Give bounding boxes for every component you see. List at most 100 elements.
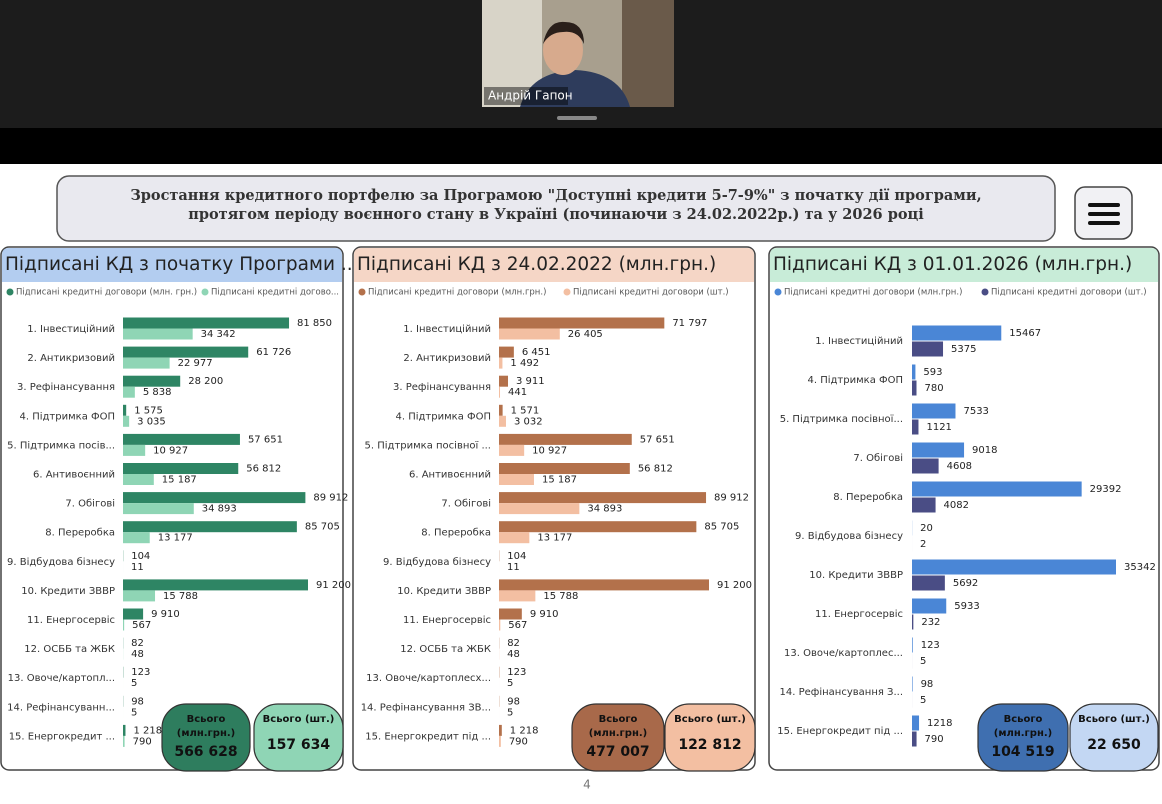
total-value: 566 628: [174, 744, 237, 760]
value-label: 15 187: [542, 475, 577, 486]
bar: [912, 599, 946, 614]
value-label: 5692: [953, 578, 978, 589]
category-label: 12. ОСББ та ЖБК: [24, 644, 115, 655]
bar: [499, 358, 502, 369]
value-label: 15467: [1009, 328, 1041, 339]
category-label: 6. Антивоєнний: [33, 470, 115, 481]
value-label: 9018: [972, 445, 997, 456]
total-label: (млн.грн.): [177, 728, 235, 739]
page-number: 4: [583, 778, 591, 792]
value-label: 1 571: [511, 405, 540, 416]
bar: [123, 387, 135, 398]
category-label: 3. Рефінансування: [17, 381, 115, 393]
value-label: 57 651: [640, 434, 675, 445]
category-label: 7. Обігові: [441, 498, 491, 510]
value-label: 13 177: [537, 533, 572, 544]
bar: [499, 329, 560, 340]
value-label: 6 451: [522, 347, 551, 358]
category-label: 4. Підтримка ФОП: [808, 374, 904, 386]
bar: [499, 434, 632, 445]
legend-marker: [202, 289, 209, 296]
bar: [123, 620, 124, 631]
value-label: 34 342: [201, 329, 236, 340]
drag-handle[interactable]: [557, 116, 597, 120]
panel-title: Підписані КД з початку Програми ...: [5, 254, 359, 275]
bar: [499, 318, 664, 329]
value-label: 5: [920, 656, 926, 667]
bar: [123, 532, 150, 543]
menu-button[interactable]: [1075, 187, 1132, 239]
slide-title: протягом періоду воєнного стану в Україн…: [188, 206, 924, 223]
category-label: 13. Овоче/картопл...: [8, 673, 115, 684]
value-label: 11: [507, 562, 520, 573]
category-label: 5. Підтримка посівної...: [780, 413, 903, 425]
bar: [123, 347, 248, 358]
value-label: 82: [131, 638, 144, 649]
bar: [499, 376, 508, 387]
bar: [499, 521, 696, 532]
bar: [912, 381, 917, 396]
legend-label: Підписані кредитні договори (млн. грн.): [16, 288, 197, 298]
value-label: 123: [921, 640, 940, 651]
category-label: 14. Рефінансування З...: [780, 686, 903, 698]
bar: [499, 347, 514, 358]
bar: [499, 474, 534, 485]
total-label: Всього (шт.): [674, 714, 746, 725]
category-label: 5. Підтримка посівної ...: [365, 439, 491, 451]
category-label: 6. Антивоєнний: [409, 470, 491, 481]
total-label: (млн.грн.): [994, 728, 1052, 739]
slide-title: Зростання кредитного портфелю за Програм…: [130, 187, 981, 204]
value-label: 2: [920, 539, 926, 550]
category-label: 1. Інвестиційний: [27, 323, 115, 335]
bar: [123, 579, 308, 590]
legend-label: Підписані кредитні договори (шт.): [573, 288, 729, 298]
bar: [123, 463, 238, 474]
value-label: 56 812: [638, 464, 673, 475]
bar: [499, 725, 502, 736]
total-label: (млн.грн.): [589, 728, 647, 739]
value-label: 4082: [944, 500, 969, 511]
category-label: 11. Енергосервіс: [27, 614, 115, 626]
value-label: 567: [508, 620, 527, 631]
value-label: 1 492: [510, 358, 539, 369]
bar: [912, 342, 943, 357]
total-value: 22 650: [1087, 737, 1141, 753]
value-label: 790: [133, 736, 152, 747]
bar: [499, 609, 522, 620]
bar: [912, 677, 913, 692]
value-label: 4608: [947, 461, 972, 472]
value-label: 3 032: [514, 416, 543, 427]
bar: [499, 620, 500, 631]
value-label: 89 912: [714, 493, 749, 504]
value-label: 15 187: [162, 475, 197, 486]
bar: [123, 329, 193, 340]
bar: [499, 492, 706, 503]
bar: [123, 503, 194, 514]
value-label: 104: [507, 551, 526, 562]
bar: [499, 736, 501, 747]
value-label: 28 200: [188, 376, 223, 387]
bar: [912, 498, 936, 513]
panel-title: Підписані КД з 01.01.2026 (млн.грн.): [773, 254, 1132, 275]
bar: [499, 405, 503, 416]
value-label: 9 910: [530, 609, 559, 620]
value-label: 82: [507, 638, 520, 649]
value-label: 1121: [926, 422, 951, 433]
bar: [123, 416, 129, 427]
category-label: 7. Обігові: [853, 452, 903, 464]
presenter-name: Андрій Гапон: [488, 89, 573, 103]
video-tile[interactable]: Андрій Гапон: [482, 0, 674, 107]
legend-label: Підписані кредитні договори (млн.грн.): [784, 288, 962, 298]
bar: [123, 521, 297, 532]
bar: [912, 420, 918, 435]
value-label: 3 911: [516, 376, 545, 387]
bar: [499, 590, 535, 601]
category-label: 10. Кредити ЗВВР: [809, 570, 903, 581]
total-value: 104 519: [991, 744, 1054, 760]
video-shelf: [622, 0, 674, 107]
total-label: Всього: [599, 714, 638, 725]
bar: [912, 404, 955, 419]
value-label: 232: [921, 617, 940, 628]
category-label: 14. Рефінансуванн...: [7, 701, 115, 713]
